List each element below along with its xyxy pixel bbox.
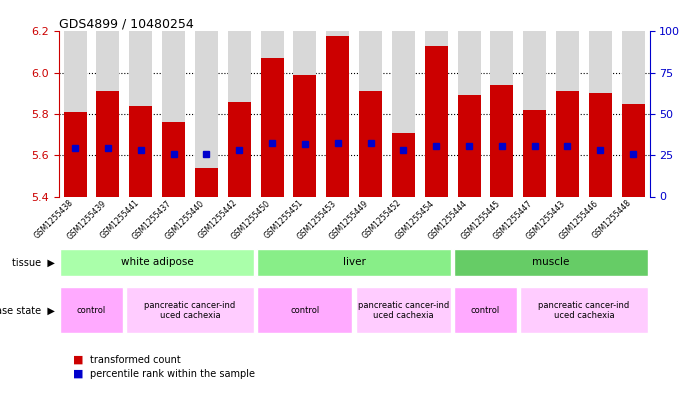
Text: white adipose: white adipose: [121, 257, 193, 267]
Bar: [195, 168, 218, 196]
Bar: [454, 288, 517, 333]
Bar: [97, 91, 120, 196]
Bar: [491, 31, 513, 196]
Bar: [457, 95, 480, 196]
Text: control: control: [77, 306, 106, 315]
Bar: [392, 132, 415, 196]
Bar: [622, 104, 645, 196]
Text: GSM1255448: GSM1255448: [591, 198, 633, 241]
Bar: [60, 249, 254, 275]
Bar: [97, 31, 120, 196]
Bar: [195, 31, 218, 196]
Bar: [64, 31, 86, 196]
Text: control: control: [290, 306, 319, 315]
Bar: [556, 31, 579, 196]
Bar: [162, 122, 185, 196]
Text: muscle: muscle: [532, 257, 570, 267]
Bar: [326, 31, 349, 196]
Bar: [228, 31, 251, 196]
Text: percentile rank within the sample: percentile rank within the sample: [90, 369, 255, 379]
Text: GSM1255438: GSM1255438: [32, 198, 75, 241]
Bar: [129, 106, 152, 196]
Text: GSM1255440: GSM1255440: [164, 198, 207, 241]
Bar: [126, 288, 254, 333]
Text: GDS4899 / 10480254: GDS4899 / 10480254: [59, 17, 193, 30]
Bar: [589, 94, 612, 196]
Bar: [523, 110, 546, 196]
Bar: [622, 31, 645, 196]
Bar: [294, 31, 316, 196]
Bar: [359, 31, 382, 196]
Bar: [64, 112, 86, 196]
Bar: [326, 36, 349, 197]
Bar: [425, 46, 448, 196]
Text: GSM1255447: GSM1255447: [492, 198, 535, 241]
Bar: [261, 31, 283, 196]
Text: transformed count: transformed count: [90, 354, 180, 365]
Text: GSM1255451: GSM1255451: [263, 198, 305, 241]
Text: pancreatic cancer-ind
uced cachexia: pancreatic cancer-ind uced cachexia: [538, 301, 630, 320]
Bar: [294, 75, 316, 196]
Bar: [228, 102, 251, 196]
Text: GSM1255449: GSM1255449: [328, 198, 370, 241]
Text: tissue  ▶: tissue ▶: [12, 257, 55, 267]
Text: GSM1255452: GSM1255452: [361, 198, 404, 241]
Bar: [457, 31, 480, 196]
Text: liver: liver: [343, 257, 366, 267]
Bar: [523, 31, 546, 196]
Text: GSM1255441: GSM1255441: [98, 198, 141, 241]
Text: GSM1255444: GSM1255444: [426, 198, 469, 241]
Bar: [520, 288, 648, 333]
Text: GSM1255439: GSM1255439: [66, 198, 108, 241]
Bar: [425, 31, 448, 196]
Text: control: control: [471, 306, 500, 315]
Text: disease state  ▶: disease state ▶: [0, 305, 55, 316]
Text: GSM1255442: GSM1255442: [197, 198, 239, 241]
Bar: [359, 91, 382, 196]
Text: GSM1255445: GSM1255445: [460, 198, 502, 241]
Bar: [556, 91, 579, 196]
Bar: [261, 58, 283, 196]
Bar: [60, 288, 123, 333]
Bar: [491, 85, 513, 196]
Text: ■: ■: [73, 354, 83, 365]
Text: pancreatic cancer-ind
uced cachexia: pancreatic cancer-ind uced cachexia: [358, 301, 449, 320]
Bar: [392, 31, 415, 196]
Text: GSM1255454: GSM1255454: [394, 198, 436, 241]
Bar: [162, 31, 185, 196]
Text: GSM1255437: GSM1255437: [131, 198, 173, 241]
Text: ■: ■: [73, 369, 83, 379]
Text: pancreatic cancer-ind
uced cachexia: pancreatic cancer-ind uced cachexia: [144, 301, 236, 320]
Bar: [257, 249, 451, 275]
Text: GSM1255450: GSM1255450: [229, 198, 272, 241]
Bar: [257, 288, 352, 333]
Bar: [129, 31, 152, 196]
Bar: [454, 249, 648, 275]
Bar: [356, 288, 451, 333]
Bar: [589, 31, 612, 196]
Text: GSM1255446: GSM1255446: [558, 198, 600, 241]
Text: GSM1255453: GSM1255453: [295, 198, 338, 241]
Text: GSM1255443: GSM1255443: [525, 198, 567, 241]
